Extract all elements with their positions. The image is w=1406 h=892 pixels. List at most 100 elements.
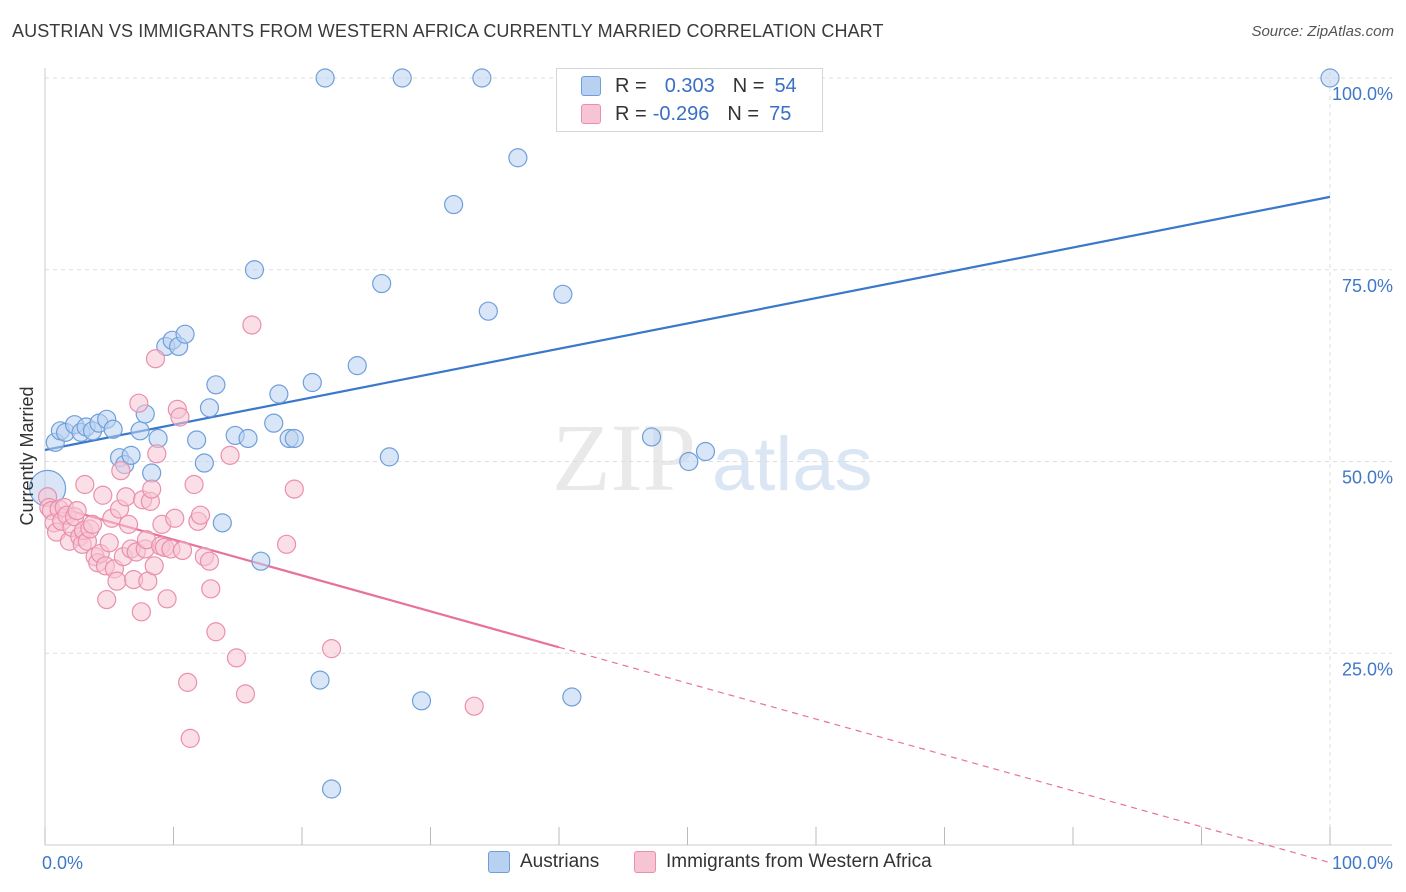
western-africa-point: [144, 556, 164, 576]
watermark-atlas: atlas: [712, 422, 873, 507]
austrians-legend-label: Austrians: [520, 851, 600, 872]
western-africa-point: [190, 505, 211, 525]
stats-row-austrians: R = 0.303 N = 54: [581, 73, 797, 99]
western-africa-point: [201, 579, 221, 599]
austrians-point: [251, 551, 271, 571]
western-africa-point: [284, 479, 304, 499]
western-africa-point: [178, 672, 198, 692]
western-africa-point: [165, 508, 185, 528]
western-africa-point: [82, 514, 103, 534]
western-africa-point: [226, 648, 247, 668]
y-tick-label: 25.0%: [1342, 659, 1393, 679]
austrians-point: [347, 356, 367, 376]
austrians-point: [310, 670, 330, 690]
stats-legend: R = 0.303 N = 54 R = -0.296 N = 75: [556, 68, 823, 132]
western-africa-trend-extension: [558, 646, 1331, 864]
western-africa-point: [99, 533, 119, 553]
austrians-point: [238, 428, 258, 449]
n-value: 75: [769, 102, 792, 125]
austrians-point: [372, 273, 392, 294]
western-africa-point: [147, 444, 167, 464]
western-africa-point: [116, 487, 136, 507]
austrians-point: [175, 324, 195, 344]
stats-row-western-africa: R = -0.296 N = 75: [581, 101, 791, 127]
western-africa-point: [321, 639, 342, 659]
austrians-point: [187, 430, 207, 450]
austrians-point: [321, 779, 342, 799]
austrians-point: [379, 447, 399, 467]
y-axis-label: Currently Married: [17, 386, 37, 525]
y-tick-label: 75.0%: [1342, 276, 1393, 296]
watermark-zip: ZIP: [552, 404, 696, 511]
austrians-point: [562, 687, 582, 707]
western-africa-point: [206, 622, 226, 642]
austrians-point: [508, 148, 528, 168]
austrians-point: [553, 284, 573, 304]
austrians-point: [244, 260, 265, 280]
r-label: R =: [615, 74, 647, 97]
austrians-point: [103, 419, 123, 439]
austrians-point: [212, 513, 232, 533]
austrians-point: [130, 421, 150, 441]
x-tick-label-max: 100.0%: [1332, 853, 1393, 873]
western-africa-point: [107, 571, 127, 591]
austrians-point: [284, 428, 304, 449]
austrians-swatch: [581, 76, 601, 96]
austrians-point: [302, 372, 322, 393]
trend-lines: [44, 195, 1331, 864]
austrians-point: [1320, 68, 1340, 88]
data-points: [28, 68, 1340, 799]
austrians-point: [411, 691, 432, 711]
n-label: N =: [732, 74, 765, 97]
western-africa-point: [97, 589, 117, 610]
zipatlas-watermark: ZIP atlas: [552, 404, 873, 511]
austrians-point: [641, 427, 662, 447]
n-label: N =: [727, 102, 760, 125]
western-africa-point: [220, 445, 240, 465]
source-credit: Source: ZipAtlas.com: [1251, 23, 1394, 40]
legend-item-western-africa[interactable]: Immigrants from Western Africa: [634, 851, 932, 873]
western-africa-legend-swatch: [634, 851, 656, 873]
y-tick-label: 100.0%: [1332, 84, 1393, 104]
western-africa-point: [142, 479, 162, 499]
western-africa-point: [111, 461, 131, 481]
austrians-point: [194, 453, 214, 473]
austrians-trend-line: [44, 195, 1331, 452]
austrians-point: [142, 463, 162, 483]
western-africa-point: [199, 551, 220, 571]
y-tick-label: 50.0%: [1342, 468, 1393, 488]
western-africa-point: [145, 349, 166, 369]
western-africa-point: [235, 684, 256, 704]
western-africa-point: [464, 696, 484, 716]
austrians-legend-swatch: [488, 851, 510, 873]
austrians-point: [264, 413, 284, 433]
legend-item-austrians[interactable]: Austrians: [488, 851, 599, 873]
austrians-point: [472, 68, 492, 88]
r-label: R =: [615, 102, 647, 125]
austrians-point: [444, 194, 464, 215]
austrians-point: [478, 301, 498, 321]
austrians-point: [315, 68, 335, 88]
western-africa-point: [172, 540, 193, 561]
r-value: -0.296: [652, 102, 710, 125]
axes: [44, 68, 1392, 846]
austrians-point: [121, 445, 141, 465]
western-africa-point: [129, 393, 149, 413]
western-africa-point: [67, 500, 87, 521]
austrians-point: [392, 68, 412, 88]
western-africa-point: [180, 728, 200, 748]
r-value: 0.303: [664, 74, 715, 97]
western-africa-legend-label: Immigrants from Western Africa: [666, 851, 932, 872]
western-africa-swatch: [581, 104, 601, 124]
austrians-point: [695, 441, 716, 462]
western-africa-point: [184, 474, 204, 495]
western-africa-point: [75, 474, 95, 495]
western-africa-point: [157, 589, 177, 609]
western-africa-point: [242, 315, 262, 335]
austrians-point: [679, 451, 699, 472]
western-africa-point: [170, 407, 190, 427]
western-africa-point: [118, 514, 139, 534]
austrians-point: [199, 398, 220, 418]
n-value: 54: [774, 74, 797, 97]
